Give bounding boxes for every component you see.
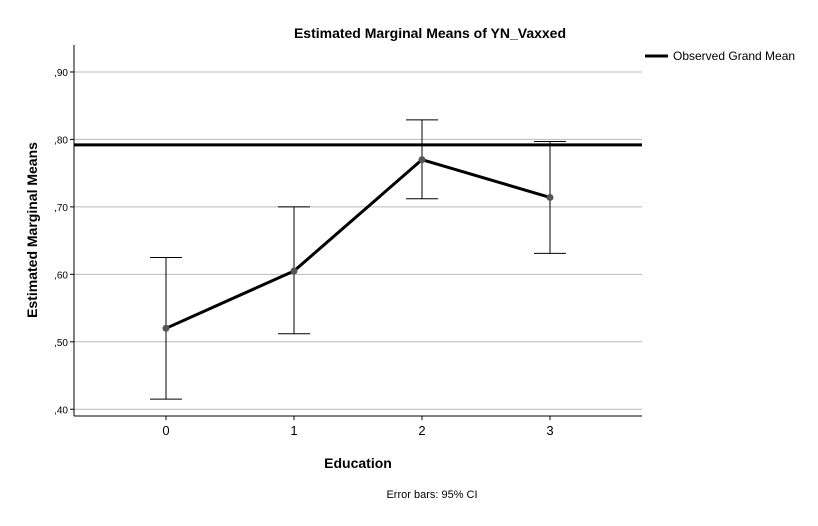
data-point bbox=[546, 193, 554, 201]
x-tick-label: 3 bbox=[546, 423, 553, 438]
chart-title: Estimated Marginal Means of YN_Vaxxed bbox=[294, 25, 566, 41]
y-tick-label: ,60 bbox=[54, 270, 68, 281]
y-axis-title: Estimated Marginal Means bbox=[24, 142, 40, 318]
y-tick-label: ,40 bbox=[54, 405, 68, 416]
y-tick-label: ,80 bbox=[54, 135, 68, 146]
gridlines bbox=[74, 71, 642, 410]
x-tick-labels: 0 1 2 3 bbox=[162, 423, 553, 438]
y-tick-labels: ,40 ,50 ,60 ,70 ,80 ,90 bbox=[54, 68, 68, 416]
data-point bbox=[162, 324, 170, 332]
x-tick-label: 2 bbox=[418, 423, 425, 438]
axes bbox=[70, 45, 642, 420]
x-tick-label: 0 bbox=[162, 423, 169, 438]
x-axis-title: Education bbox=[324, 455, 392, 471]
legend-label: Observed Grand Mean bbox=[673, 49, 795, 63]
error-bars bbox=[150, 119, 566, 400]
data-point bbox=[290, 267, 298, 275]
series-layer bbox=[162, 156, 554, 332]
y-tick-label: ,50 bbox=[54, 338, 68, 349]
legend: Observed Grand Mean bbox=[645, 49, 795, 63]
x-tick-label: 1 bbox=[290, 423, 297, 438]
series-line bbox=[165, 158, 551, 330]
data-point bbox=[418, 156, 426, 164]
footnote: Error bars: 95% CI bbox=[386, 489, 477, 501]
y-tick-label: ,70 bbox=[54, 203, 68, 214]
y-tick-label: ,90 bbox=[54, 68, 68, 79]
